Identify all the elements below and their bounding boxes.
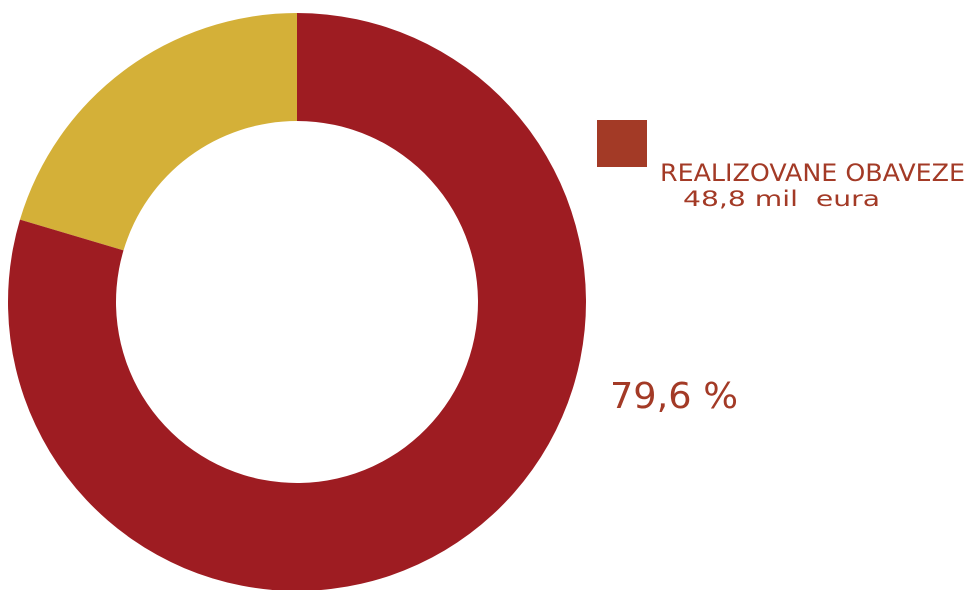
donut-segment — [19, 13, 297, 251]
donut-segment — [8, 13, 586, 590]
legend-swatch — [597, 120, 647, 167]
legend-label: REALIZOVANE OBAVEZE — [660, 159, 965, 187]
value-label: 79,6 % — [610, 376, 738, 417]
annotation: 48,8 mil eura — [683, 187, 880, 211]
